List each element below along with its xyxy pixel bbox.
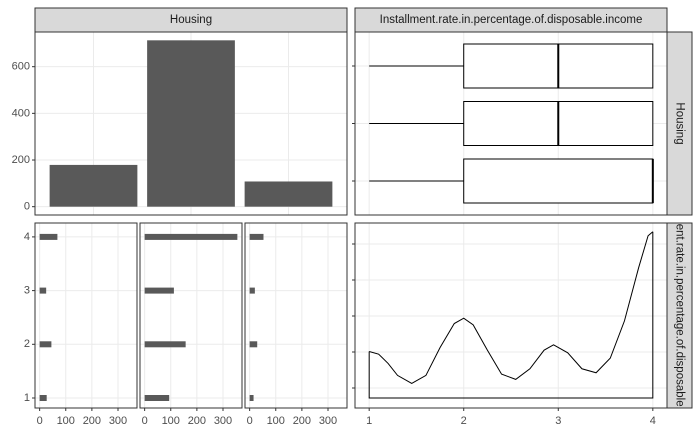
y-tick-label: 2 bbox=[24, 338, 30, 350]
bar bbox=[144, 233, 238, 240]
x-tick-label: 200 bbox=[188, 415, 206, 427]
x-tick-label: 300 bbox=[109, 415, 127, 427]
bar bbox=[249, 395, 254, 401]
panel-border bbox=[354, 31, 668, 216]
y-tick-label: 3 bbox=[24, 285, 30, 297]
panel-border bbox=[34, 31, 348, 216]
x-tick-label: 0 bbox=[37, 415, 43, 427]
y-tick-label: 600 bbox=[12, 61, 30, 73]
row-strip-label: Installment.rate.in.percentage.of.dispos… bbox=[673, 184, 685, 432]
x-tick-label: 100 bbox=[267, 415, 285, 427]
bar bbox=[144, 287, 174, 294]
y-tick-label: 1 bbox=[24, 392, 30, 404]
bar bbox=[249, 341, 258, 348]
x-tick-label: 0 bbox=[142, 415, 148, 427]
bar bbox=[49, 164, 138, 207]
x-tick-label: 300 bbox=[214, 415, 232, 427]
bar bbox=[249, 233, 264, 240]
column-strip-label: Installment.rate.in.percentage.of.dispos… bbox=[380, 14, 643, 26]
y-tick-label: 400 bbox=[12, 107, 30, 119]
bar bbox=[39, 233, 58, 240]
x-tick-label: 0 bbox=[247, 415, 253, 427]
bar bbox=[244, 181, 333, 207]
x-tick-label: 200 bbox=[293, 415, 311, 427]
bar bbox=[147, 40, 235, 207]
column-strip bbox=[354, 7, 668, 33]
x-tick-label: 300 bbox=[319, 415, 337, 427]
panel-border bbox=[139, 222, 243, 409]
y-tick-label: 200 bbox=[12, 154, 30, 166]
density-outline bbox=[368, 231, 654, 399]
panel-border bbox=[354, 222, 668, 409]
panels: 0 200 400 600 1 2 3 4 0 100 200 300 0 100 200 300 0 100 20… bbox=[12, 31, 668, 427]
bar bbox=[39, 395, 47, 401]
row-strip-clip: Installment.rate.in.percentage.of.dispos… bbox=[673, 184, 685, 432]
x-tick-label: 200 bbox=[83, 415, 101, 427]
row-strip bbox=[666, 222, 693, 409]
x-tick-label: 4 bbox=[650, 415, 656, 427]
row-strip bbox=[666, 31, 693, 216]
column-strip-label: Housing bbox=[170, 14, 212, 26]
x-tick-label: 1 bbox=[366, 415, 372, 427]
density-line bbox=[369, 231, 654, 384]
bar bbox=[39, 341, 52, 348]
panel-border bbox=[34, 222, 138, 409]
bar bbox=[144, 395, 170, 401]
bar bbox=[249, 287, 255, 294]
row-strip-label: Housing bbox=[673, 102, 685, 144]
x-tick-label: 3 bbox=[555, 415, 561, 427]
column-strip bbox=[34, 7, 348, 33]
bar bbox=[39, 287, 47, 294]
x-tick-label: 2 bbox=[461, 415, 467, 427]
y-tick-label: 4 bbox=[24, 231, 30, 243]
panel-border bbox=[244, 222, 348, 409]
x-tick-label: 100 bbox=[162, 415, 180, 427]
box bbox=[463, 158, 654, 204]
x-tick-label: 100 bbox=[57, 415, 75, 427]
bar bbox=[144, 341, 186, 348]
y-tick-label: 0 bbox=[24, 201, 30, 213]
